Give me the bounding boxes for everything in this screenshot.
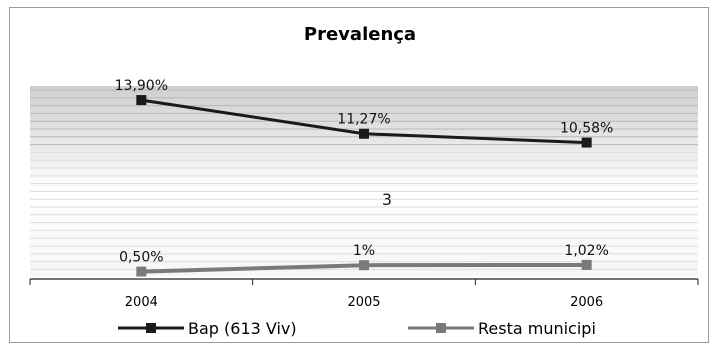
- series-1-data-label: 11,27%: [337, 112, 390, 128]
- x-ticks: 2004 2005 2006: [29, 279, 699, 310]
- legend-marker-1: [146, 323, 156, 333]
- legend: Bap (613 Viv) Resta municipi: [118, 319, 596, 338]
- series-layer: 13,90% 11,27% 10,58% 0,50% 1% 1,02%: [115, 78, 613, 277]
- line-chart: Prevalença 2004 2005 2006 3 13,90% 11,27% 10…: [29, 24, 699, 338]
- legend-marker-2: [436, 323, 446, 333]
- series-1-point: [136, 95, 147, 106]
- series-1-point: [359, 128, 369, 139]
- legend-label-1: Bap (613 Viv): [188, 319, 297, 338]
- x-tick-label: 2005: [347, 295, 380, 310]
- plot-area: [30, 86, 698, 276]
- grid-lines: [30, 89, 698, 270]
- series-2-point: [581, 259, 592, 270]
- chart-title: Prevalença: [304, 24, 416, 45]
- x-tick-label: 2006: [570, 295, 603, 310]
- series-2-data-label: 1,02%: [564, 243, 608, 259]
- series-2-point: [136, 266, 147, 277]
- x-tick-label: 2004: [125, 295, 158, 310]
- series-2-data-label: 1%: [353, 243, 375, 259]
- series-2-data-label: 0,50%: [119, 250, 163, 266]
- series-1-data-label: 10,58%: [560, 121, 613, 137]
- series-1-point: [581, 137, 592, 148]
- series-1-data-label: 13,90%: [115, 78, 168, 94]
- annotation-text: 3: [382, 190, 392, 209]
- legend-label-2: Resta municipi: [478, 319, 596, 338]
- chart-frame: Prevalença 2004 2005 2006 3 13,90% 11,27% 10…: [9, 7, 709, 343]
- series-2-point: [359, 260, 369, 271]
